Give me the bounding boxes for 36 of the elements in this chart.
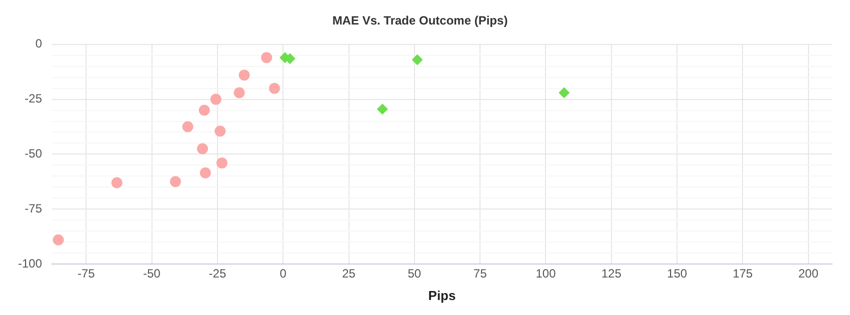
- x-tick-label: 25: [342, 266, 356, 281]
- point: [216, 157, 228, 168]
- point: [261, 52, 272, 64]
- point: [170, 176, 181, 188]
- x-tick-label: 125: [601, 266, 622, 281]
- point: [214, 126, 226, 137]
- y-tick-label: 0: [35, 36, 42, 51]
- x-tick-label: 50: [408, 266, 422, 281]
- x-tick-label: 200: [798, 266, 819, 281]
- point: [412, 54, 423, 66]
- x-tick-label: 150: [667, 266, 688, 281]
- point: [182, 121, 194, 132]
- point: [234, 87, 245, 98]
- x-tick-label: 175: [732, 266, 754, 281]
- x-tick-label: -75: [77, 266, 96, 281]
- point: [197, 143, 208, 154]
- x-tick-label: 75: [473, 266, 488, 281]
- x-tick-label: 0: [280, 266, 287, 281]
- y-tick-label: -100: [18, 256, 42, 270]
- x-tick-label: 100: [536, 266, 556, 281]
- x-axis-title: Pips: [428, 288, 456, 303]
- y-tick-label: -25: [24, 92, 42, 106]
- point: [200, 167, 211, 178]
- y-tick-label: -50: [24, 146, 42, 161]
- point: [238, 70, 250, 81]
- y-tick-label: -75: [24, 201, 42, 216]
- point: [268, 82, 280, 94]
- point: [210, 94, 222, 105]
- x-tick-label: -50: [143, 266, 161, 281]
- point: [111, 177, 122, 188]
- point: [376, 104, 388, 115]
- point: [558, 87, 570, 98]
- point: [198, 104, 210, 116]
- x-tick-label: -25: [208, 266, 226, 281]
- point: [52, 234, 64, 246]
- chart-title: MAE Vs. Trade Outcome (Pips): [332, 14, 508, 28]
